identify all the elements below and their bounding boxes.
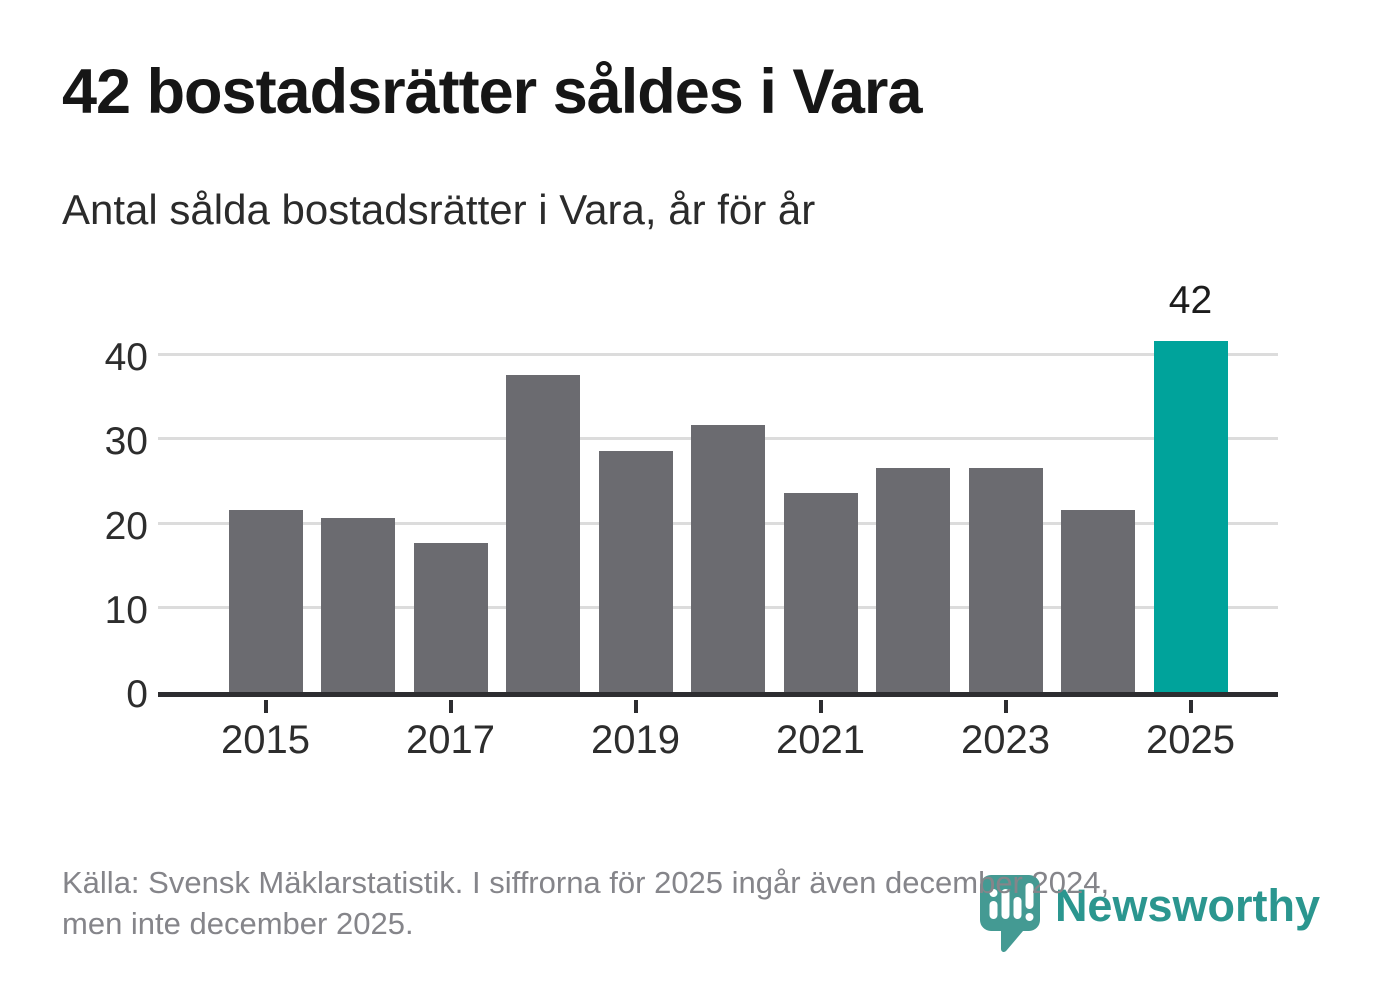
source-text: Källa: Svensk Mäklarstatistik. I siffror… [62,862,1109,944]
x-tick-2021 [818,700,823,713]
x-axis-label-2025: 2025 [1146,718,1235,762]
x-axis-label-2019: 2019 [591,718,680,762]
x-tick-2023 [1003,700,1008,713]
y-axis-label-20: 20 [104,504,148,548]
bar-2024 [1061,509,1135,695]
x-axis-label-2017: 2017 [406,718,495,762]
y-axis-label-40: 40 [104,336,148,379]
x-tick-2025 [1188,700,1193,713]
x-axis-line [158,692,1278,697]
bar-2023 [968,467,1043,695]
newsworthy-logo-text: Newsworthy [1054,880,1320,931]
gridline-40 [158,353,1278,356]
bar-2021 [783,492,858,695]
bar-2020 [691,425,765,695]
x-axis-label-2021: 2021 [776,718,865,762]
y-axis-label-30: 30 [104,420,148,464]
bar-value-label: 42 [1168,279,1213,323]
bar-2025 [1153,341,1228,695]
chart-title: 42 bostadsrätter såldes i Vara [62,57,922,127]
x-tick-2019 [633,700,638,713]
source-line-2: men inte december 2025. [62,906,414,941]
bar-2019 [598,450,673,695]
bar-2015 [228,509,303,695]
newsworthy-logo: Newsworthy [979,874,1320,957]
bar-2018 [506,374,580,695]
source-line-1: Källa: Svensk Mäklarstatistik. I siffror… [62,865,1110,900]
x-axis-label-2015: 2015 [221,718,310,762]
bar-2016 [321,518,395,695]
y-axis-label-10: 10 [104,588,148,632]
plot-area: 2015 2017 2019 2021 2023 2025 42 [158,279,1278,762]
x-tick-2017 [448,700,453,713]
x-axis-label-2023: 2023 [961,718,1050,762]
x-tick-2015 [263,700,268,713]
bar-2017 [413,543,488,695]
chart-subtitle: Antal sålda bostadsrätter i Vara, år för… [62,186,816,233]
y-axis-label-0: 0 [126,673,148,716]
bar-2022 [876,467,950,695]
newsworthy-pin-barchart-icon [979,874,1041,957]
